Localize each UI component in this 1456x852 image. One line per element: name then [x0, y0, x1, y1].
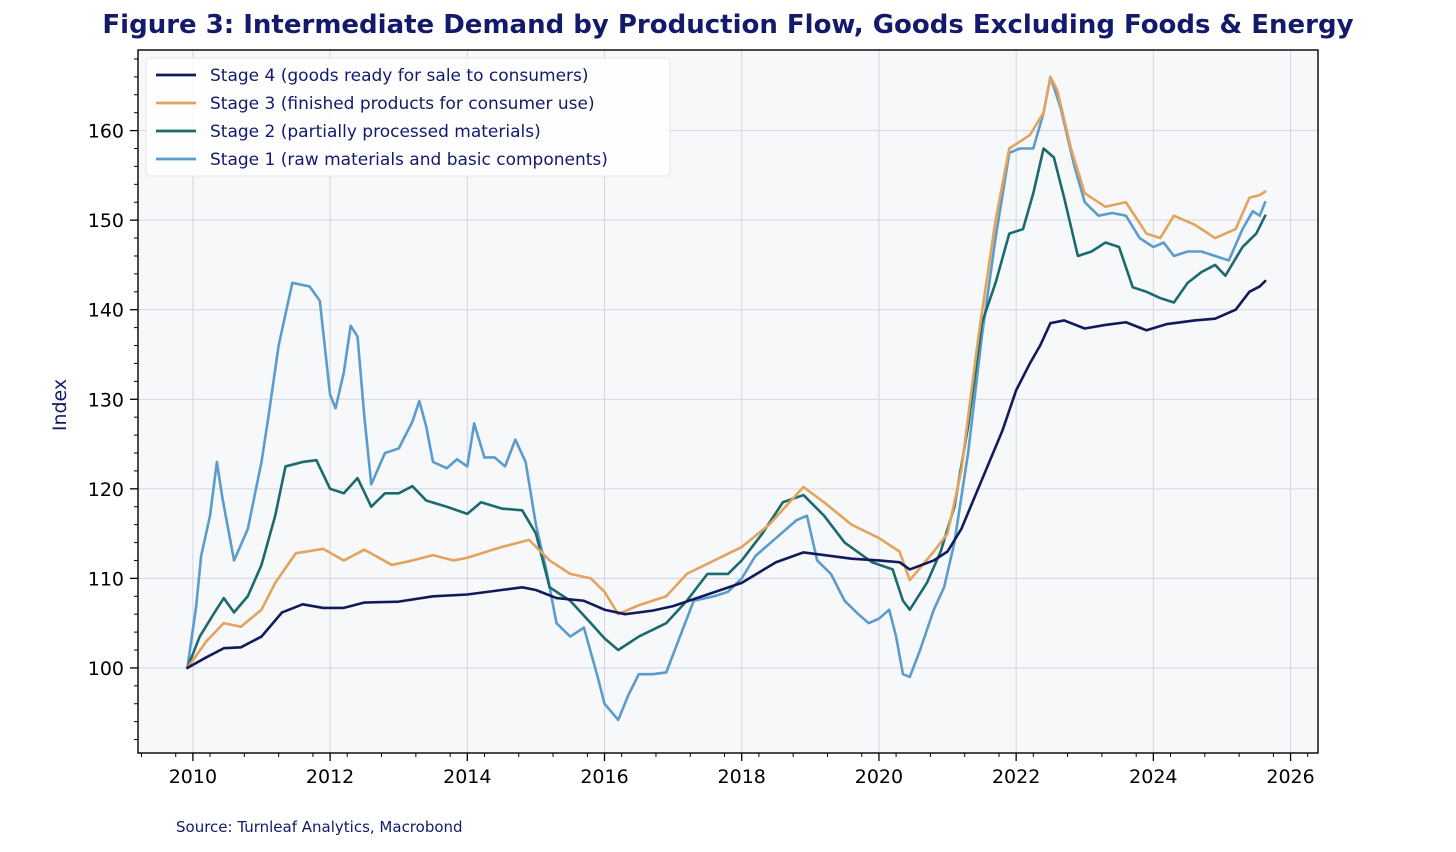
- gridlines: [138, 50, 1318, 753]
- x-tick-label: 2012: [306, 766, 354, 788]
- line-chart: 2010 2012 2014 2016 2018 2020 2022 2024 2026 100…: [49, 49, 1319, 788]
- y-tick-label: 160: [88, 121, 124, 143]
- y-tick-label: 130: [88, 389, 124, 411]
- series-line-stage-2: [186, 147, 1267, 670]
- x-tick-label: 2024: [1129, 766, 1177, 788]
- series-lines: [186, 75, 1267, 722]
- plot-frame: [137, 49, 1319, 754]
- legend-entry-label: Stage 3 (finished products for consumer …: [210, 94, 595, 114]
- legend-entry-label: Stage 1 (raw materials and basic compone…: [210, 150, 608, 170]
- legend: Stage 4 (goods ready for sale to consume…: [145, 57, 671, 177]
- y-tick-label: 100: [88, 658, 124, 680]
- x-tick-label: 2018: [718, 766, 766, 788]
- series-line-stage-4: [186, 279, 1267, 670]
- y-tick-label: 110: [88, 568, 124, 590]
- legend-entry-label: Stage 2 (partially processed materials): [210, 122, 541, 142]
- y-tick-label: 120: [88, 479, 124, 501]
- x-tick-label: 2016: [580, 766, 628, 788]
- x-axis: 2010 2012 2014 2016 2018 2020 2022 2024 2026: [140, 753, 1315, 788]
- y-axis-label: Index: [49, 379, 71, 431]
- x-tick-label: 2026: [1266, 766, 1314, 788]
- y-tick-label: 140: [88, 300, 124, 322]
- y-axis: 100 110 120 130 140 150 160: [88, 58, 138, 741]
- source-note: Source: Turnleaf Analytics, Macrobond: [176, 818, 463, 836]
- x-tick-label: 2020: [855, 766, 903, 788]
- y-tick-label: 150: [88, 210, 124, 232]
- series-line-stage-1: [186, 75, 1267, 722]
- x-tick-label: 2022: [992, 766, 1040, 788]
- x-tick-label: 2010: [169, 766, 217, 788]
- legend-box: [145, 57, 671, 177]
- series-line-stage-3: [186, 75, 1267, 670]
- x-tick-label: 2014: [443, 766, 491, 788]
- legend-entry-label: Stage 4 (goods ready for sale to consume…: [210, 66, 589, 86]
- chart-title: Figure 3: Intermediate Demand by Product…: [102, 10, 1354, 40]
